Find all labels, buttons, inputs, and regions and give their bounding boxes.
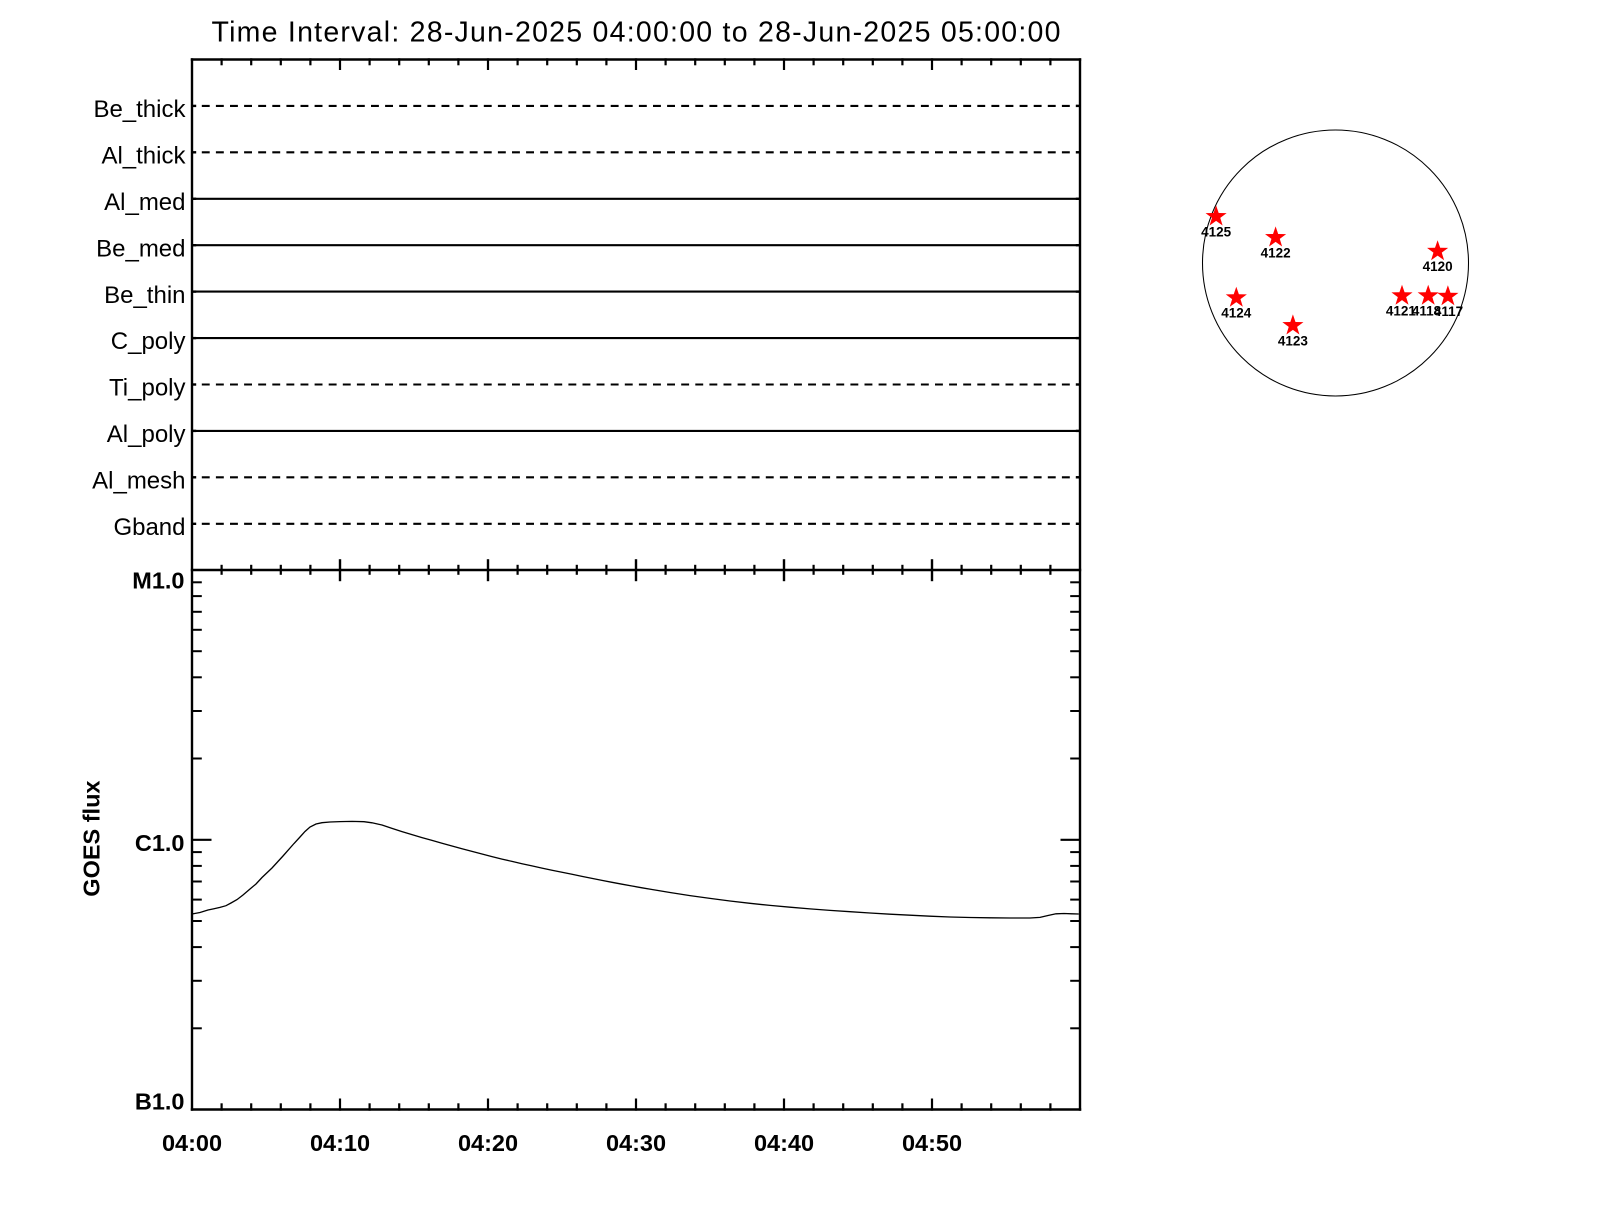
svg-text:Ti_poly: Ti_poly [109, 375, 185, 402]
svg-text:C1.0: C1.0 [135, 830, 185, 856]
svg-text:4121: 4121 [1386, 304, 1417, 319]
svg-text:4118: 4118 [1412, 304, 1442, 319]
svg-text:04:10: 04:10 [310, 1130, 370, 1156]
svg-text:04:30: 04:30 [606, 1130, 666, 1156]
svg-text:GOES flux: GOES flux [79, 780, 105, 896]
svg-text:04:40: 04:40 [754, 1130, 814, 1156]
svg-text:4120: 4120 [1423, 259, 1453, 274]
svg-text:B1.0: B1.0 [135, 1089, 185, 1115]
svg-text:Be_thick: Be_thick [93, 96, 186, 123]
svg-text:4125: 4125 [1201, 224, 1232, 239]
svg-text:Al_poly: Al_poly [107, 421, 186, 448]
svg-text:M1.0: M1.0 [132, 568, 184, 594]
svg-text:04:50: 04:50 [902, 1130, 962, 1156]
svg-text:Time Interval: 28-Jun-2025 04:: Time Interval: 28-Jun-2025 04:00:00 to 2… [212, 17, 1061, 49]
svg-text:4124: 4124 [1221, 306, 1252, 321]
svg-text:04:20: 04:20 [458, 1130, 518, 1156]
svg-text:4122: 4122 [1261, 245, 1291, 260]
svg-text:Be_thin: Be_thin [104, 282, 185, 309]
svg-text:04:00: 04:00 [162, 1130, 222, 1156]
svg-text:Al_thick: Al_thick [101, 143, 186, 170]
svg-text:Al_med: Al_med [104, 189, 185, 216]
svg-text:Be_med: Be_med [96, 235, 185, 262]
svg-text:4123: 4123 [1278, 333, 1309, 348]
svg-text:C_poly: C_poly [111, 328, 186, 355]
svg-text:4117: 4117 [1434, 304, 1463, 319]
svg-text:Al_mesh: Al_mesh [92, 468, 185, 495]
svg-text:Gband: Gband [113, 514, 185, 541]
